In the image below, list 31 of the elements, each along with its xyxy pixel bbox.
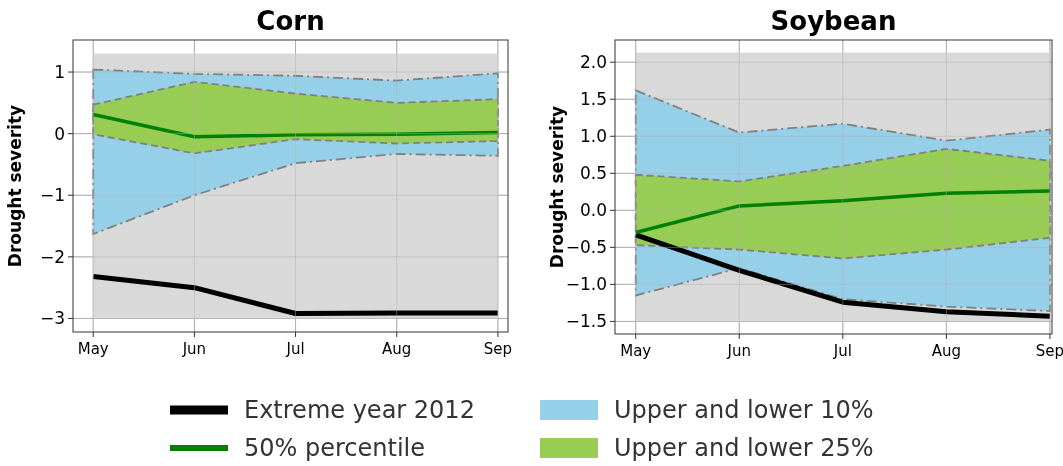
y-tick-label: 0 — [54, 123, 65, 144]
legend-label: Extreme year 2012 — [244, 396, 475, 425]
y-tick-label: 1 — [54, 61, 65, 82]
legend-label: Upper and lower 10% — [614, 396, 874, 425]
y-tick-label: −2 — [39, 246, 65, 267]
chart-title: Soybean — [770, 6, 897, 36]
y-tick-label: 0.5 — [579, 163, 607, 184]
y-tick-label: 2.0 — [579, 52, 607, 73]
x-tick-label: Jul — [285, 340, 305, 358]
x-tick-label: Jun — [181, 340, 207, 358]
legend-label: Upper and lower 25% — [614, 434, 874, 463]
y-tick-label: −1.0 — [565, 274, 607, 295]
x-tick-label: May — [620, 342, 652, 360]
y-tick-label: 0.0 — [579, 200, 607, 221]
x-tick-label: Sep — [1035, 342, 1063, 360]
chart-title: Corn — [256, 6, 325, 36]
legend-label: 50% percentile — [244, 434, 425, 463]
x-tick-label: May — [77, 340, 109, 358]
y-tick-label: −3 — [39, 308, 65, 329]
y-tick-label: −1 — [39, 185, 65, 206]
x-tick-label: Sep — [483, 340, 513, 358]
y-axis-title: Drought severity — [5, 104, 25, 268]
x-tick-label: Jul — [832, 342, 852, 360]
y-tick-label: 1.5 — [579, 89, 607, 110]
x-tick-label: Aug — [931, 342, 962, 360]
x-tick-label: Jun — [726, 342, 751, 360]
x-tick-label: Aug — [382, 340, 412, 358]
y-tick-label: 1.0 — [579, 126, 607, 147]
y-axis-title: Drought severity — [547, 105, 567, 269]
y-tick-label: −0.5 — [565, 237, 607, 258]
y-tick-label: −1.5 — [565, 311, 607, 332]
